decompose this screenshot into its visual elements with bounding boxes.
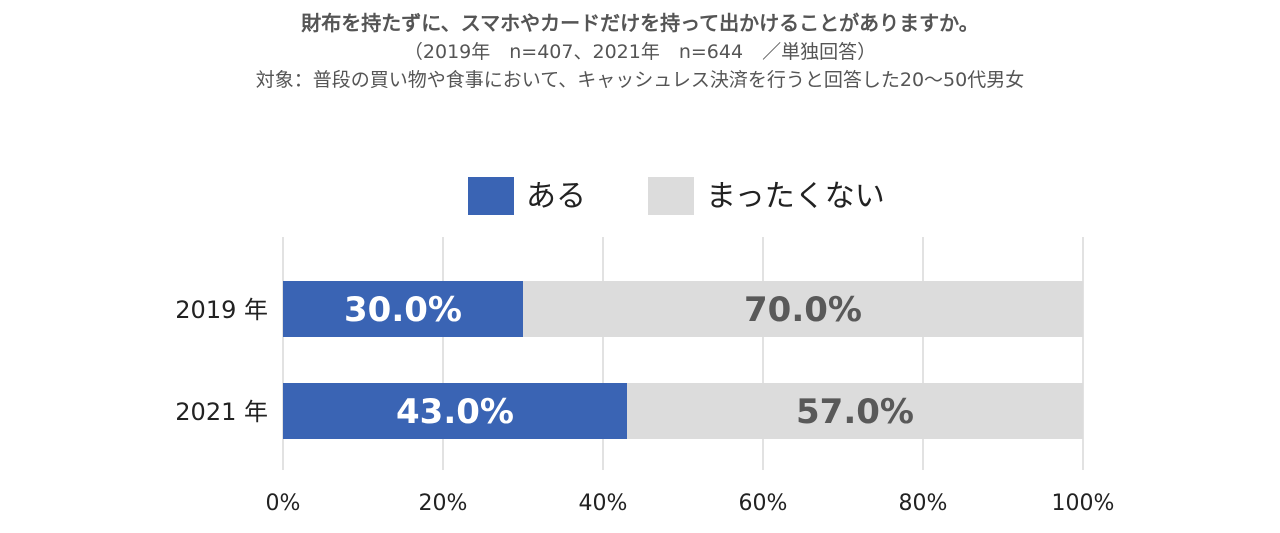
category-label: 2019 年 (175, 296, 268, 324)
y-axis-categories: 2019 年 2021 年 (175, 296, 268, 426)
chart-legend: ある まったくない (468, 177, 885, 215)
legend-swatch (648, 177, 694, 215)
data-label: 57.0% (796, 392, 914, 432)
x-tick-label: 100% (1052, 491, 1115, 516)
chart-title: 財布を持たずに、スマホやカードだけを持って出かけることがありますか。 (301, 11, 979, 35)
x-tick-label: 40% (579, 491, 628, 516)
chart-bars: 30.0% 70.0% 43.0% 57.0% (283, 281, 1083, 439)
legend-label: まったくない (706, 179, 885, 214)
x-tick-label: 0% (266, 491, 301, 516)
x-axis-ticks: 0% 20% 40% 60% 80% 100% (266, 491, 1115, 516)
chart-subtitle-target: 対象：普段の買い物や食事において、キャッシュレス決済を行うと回答した20～50代… (255, 69, 1025, 91)
category-label: 2021 年 (175, 398, 268, 426)
data-label: 43.0% (396, 392, 514, 432)
chart-title-block: 財布を持たずに、スマホやカードだけを持って出かけることがありますか。 （2019… (0, 8, 1280, 94)
bar-segment (523, 281, 1083, 337)
chart-subtitle-sample: （2019年 n=407、2021年 n=644 ／単独回答） (403, 41, 877, 63)
data-label: 70.0% (744, 290, 862, 330)
x-tick-label: 60% (739, 491, 788, 516)
bar-segment (283, 281, 523, 337)
x-tick-label: 80% (899, 491, 948, 516)
data-label: 30.0% (344, 290, 462, 330)
legend-label: ある (526, 179, 586, 214)
bar-segment (283, 383, 627, 439)
bar-segment (627, 383, 1083, 439)
legend-swatch (468, 177, 514, 215)
x-tick-label: 20% (419, 491, 468, 516)
